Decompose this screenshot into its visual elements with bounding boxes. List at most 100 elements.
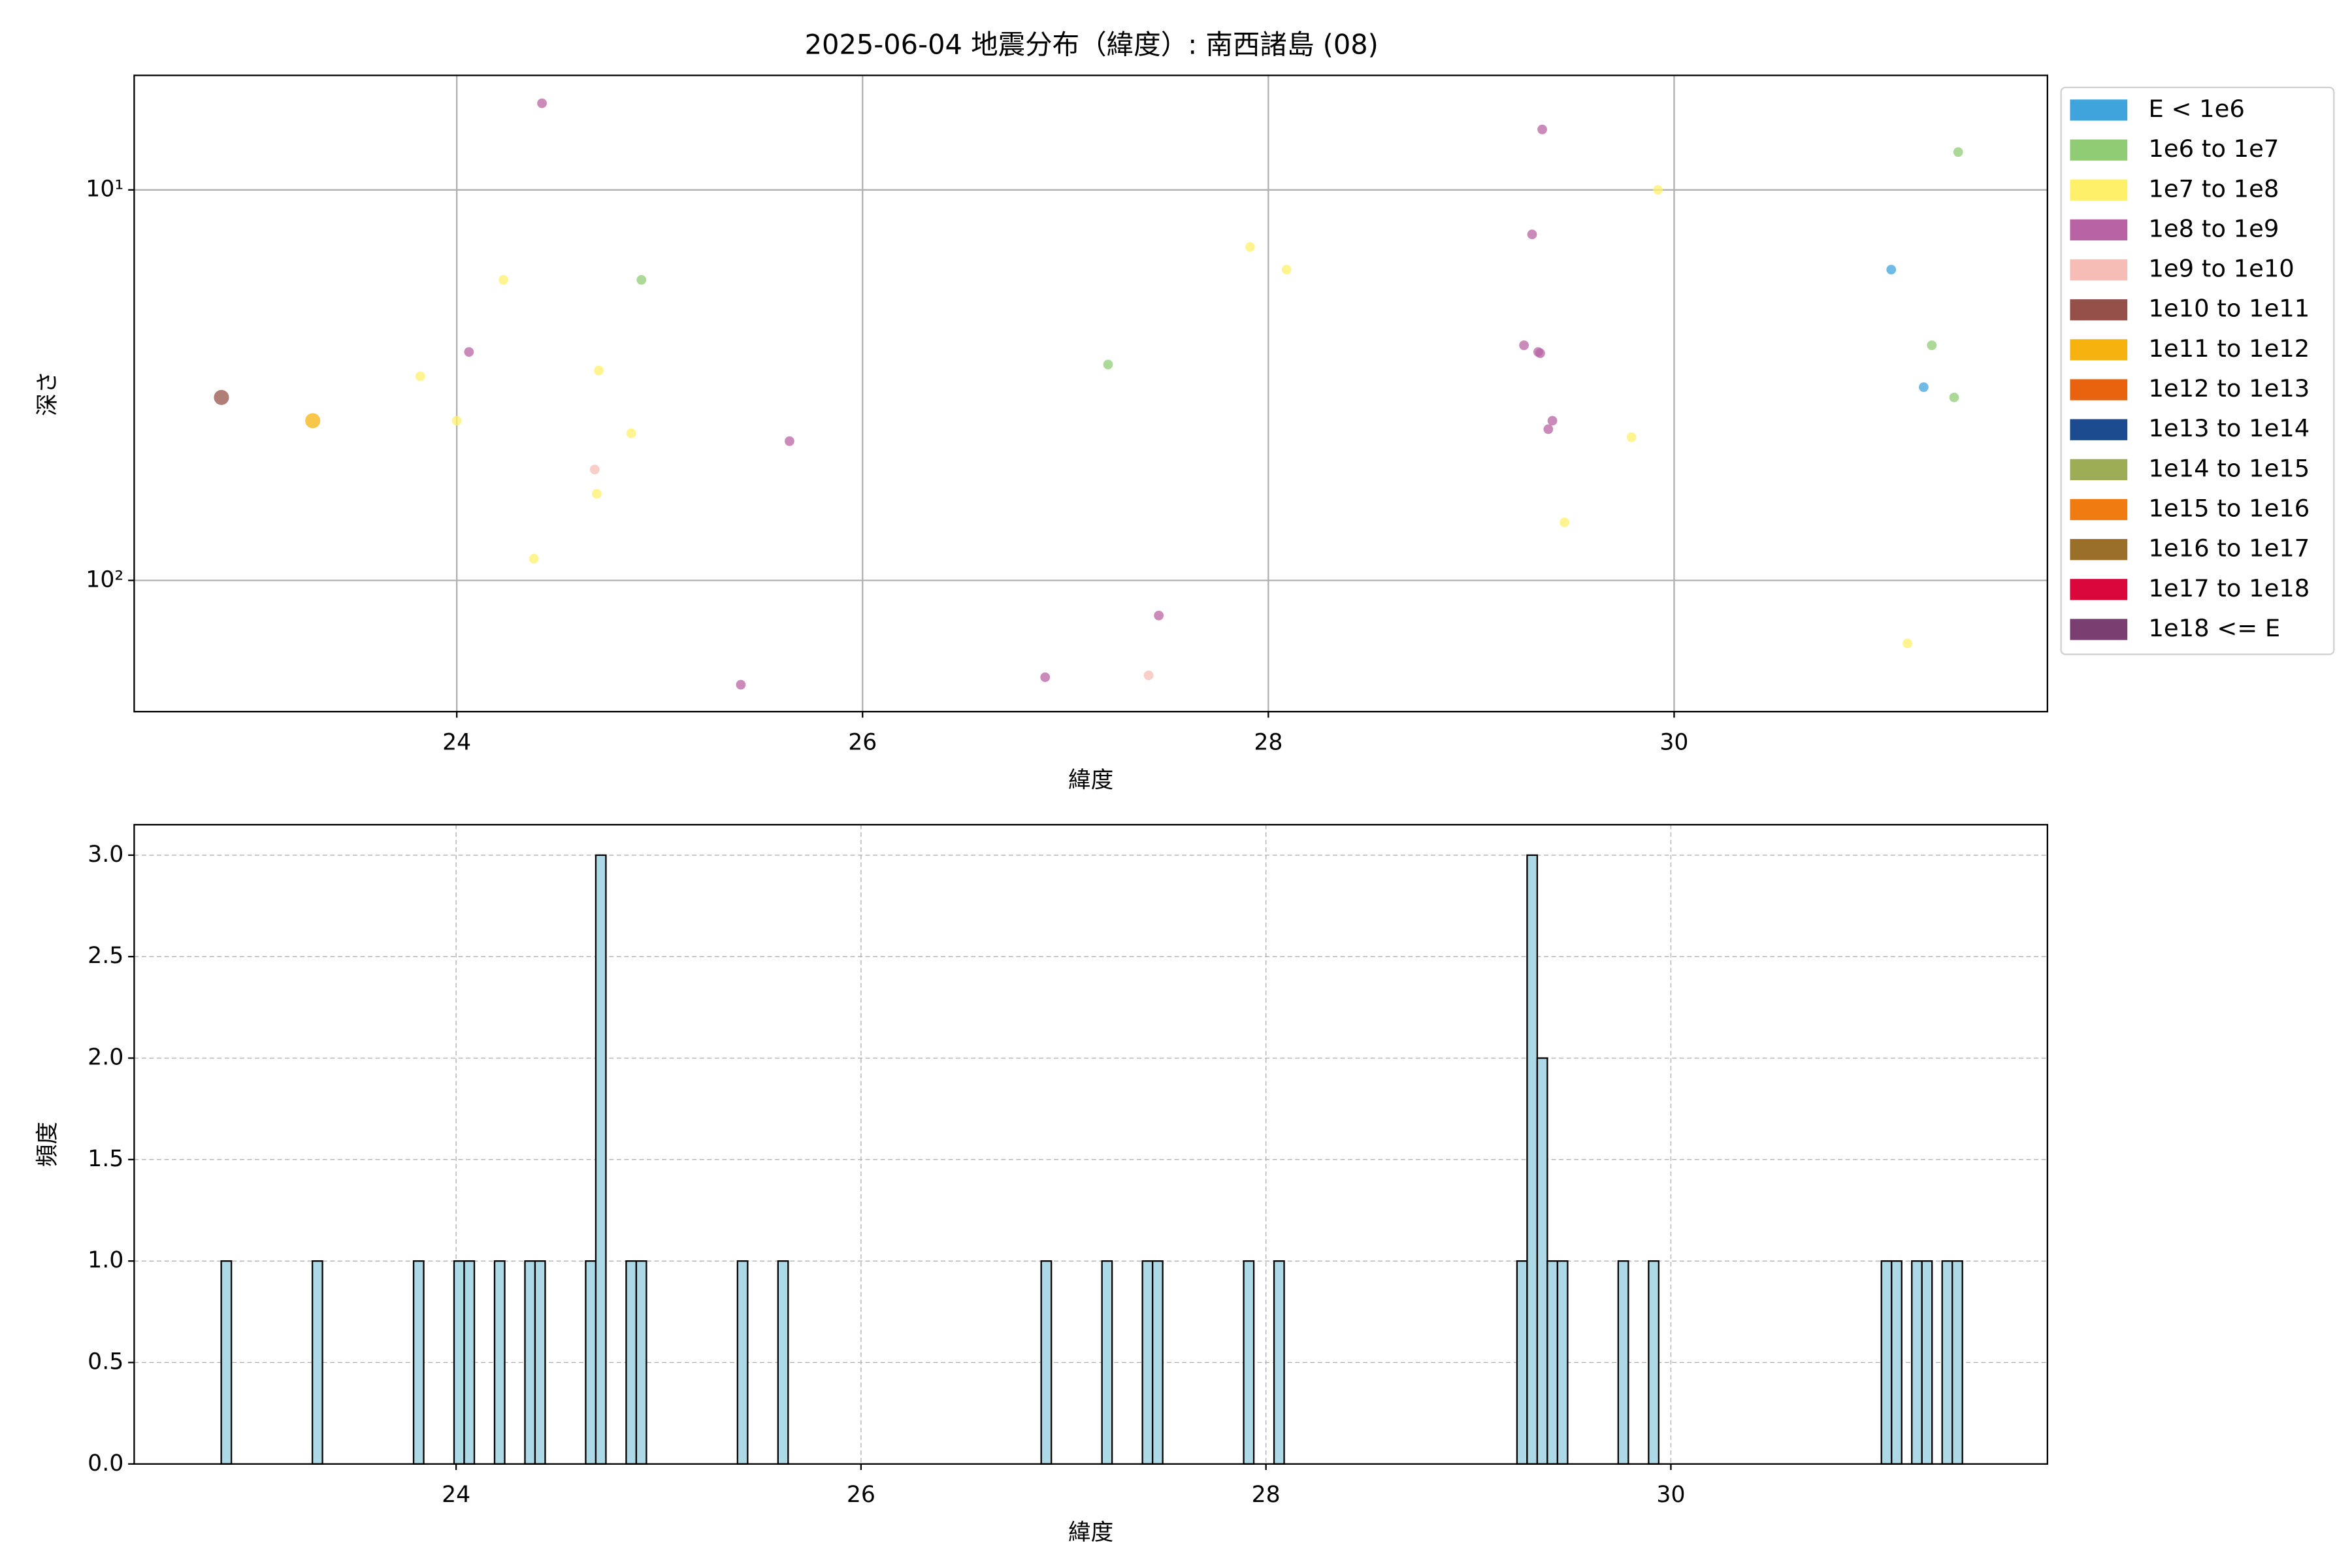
legend-swatch (2070, 259, 2128, 281)
legend-swatch (2070, 539, 2128, 561)
bar (1911, 1260, 1923, 1465)
point (1886, 265, 1897, 275)
y-tick-label: 2.5 (88, 943, 123, 969)
legend-label: 1e13 to 1e14 (2148, 414, 2310, 442)
legend-swatch (2070, 339, 2128, 361)
point (1537, 124, 1547, 135)
point (785, 436, 794, 446)
point (1281, 265, 1292, 275)
x-tick-label: 28 (1252, 1482, 1281, 1508)
legend-swatch (2070, 498, 2128, 521)
bar (1273, 1260, 1285, 1465)
legend-swatch (2070, 619, 2128, 640)
bar (1556, 1260, 1569, 1465)
point (592, 489, 602, 499)
bar (1526, 854, 1539, 1465)
y-tick-label: 10² (86, 566, 123, 593)
bar (595, 854, 607, 1465)
point (464, 347, 474, 357)
point (1103, 359, 1113, 370)
bar (463, 1260, 476, 1465)
point (1040, 672, 1051, 682)
bar (1617, 1260, 1629, 1465)
x-tick-label: 28 (1254, 730, 1282, 756)
point (589, 465, 600, 475)
point (1903, 638, 1912, 649)
legend-swatch (2070, 379, 2128, 400)
bar (493, 1260, 506, 1465)
plot-frame (133, 824, 2048, 1465)
point (451, 416, 462, 426)
point (537, 98, 547, 108)
point (1154, 610, 1164, 621)
legend-label: 1e17 to 1e18 (2148, 574, 2310, 602)
legend-box (2060, 86, 2335, 655)
legend-label: 1e10 to 1e11 (2148, 295, 2310, 323)
point (1919, 382, 1929, 392)
y-axis-label: 頻度 (35, 1122, 61, 1167)
bar (625, 1260, 638, 1465)
point (1535, 348, 1545, 359)
point (1245, 242, 1255, 252)
point (1949, 392, 1959, 402)
point (305, 413, 321, 429)
legend-label: 1e8 to 1e9 (2148, 214, 2279, 242)
y-tick-label: 0.5 (88, 1348, 123, 1375)
y-tick-label: 1.5 (88, 1146, 123, 1172)
bar (1941, 1260, 1953, 1465)
legend-swatch (2070, 459, 2128, 480)
legend-swatch (2070, 99, 2128, 121)
bar (1921, 1260, 1933, 1465)
point (626, 428, 636, 438)
bar (524, 1260, 536, 1465)
bar (311, 1260, 323, 1465)
y-tick-label: 2.0 (88, 1045, 123, 1071)
chart-title: 2025-06-04 地震分布（緯度）: 南西諸島 (08) (805, 29, 1379, 61)
legend-label: 1e18 <= E (2148, 614, 2280, 642)
bar (1648, 1260, 1660, 1465)
x-tick-label: 24 (442, 730, 471, 756)
point (415, 371, 425, 382)
point (529, 553, 539, 564)
point (736, 679, 746, 690)
x-tick-label: 26 (847, 1482, 875, 1508)
bar (1880, 1260, 1893, 1465)
x-axis-label: 緯度 (1068, 767, 1113, 793)
legend-label: 1e6 to 1e7 (2148, 135, 2279, 163)
legend-label: 1e9 to 1e10 (2148, 255, 2294, 283)
bar (585, 1260, 597, 1465)
x-tick-label: 30 (1659, 730, 1688, 756)
legend-swatch (2070, 139, 2128, 161)
point (1143, 670, 1154, 681)
legend-swatch (2070, 419, 2128, 440)
point (498, 275, 508, 285)
point (1953, 147, 1963, 157)
legend-label: 1e15 to 1e16 (2148, 495, 2310, 523)
bar (1243, 1260, 1255, 1465)
bar (1141, 1260, 1154, 1465)
bar (534, 1260, 546, 1465)
point (1927, 340, 1937, 350)
point (1547, 416, 1558, 426)
x-tick-label: 26 (848, 730, 877, 756)
legend-label: 1e14 to 1e15 (2148, 454, 2310, 482)
plot-frame (133, 74, 2048, 713)
point (1543, 424, 1554, 434)
point (594, 365, 604, 376)
bar (1040, 1260, 1053, 1465)
x-axis-label: 緯度 (1068, 1520, 1113, 1546)
legend-label: 1e16 to 1e17 (2148, 534, 2310, 563)
bar (1101, 1260, 1113, 1465)
bar (412, 1260, 425, 1465)
bar (1546, 1260, 1559, 1465)
y-tick-label: 10¹ (86, 176, 123, 203)
x-tick-label: 24 (442, 1482, 470, 1508)
point (1527, 229, 1537, 240)
bar (635, 1260, 647, 1465)
bar (1516, 1260, 1528, 1465)
bar (736, 1260, 749, 1465)
x-tick-label: 30 (1656, 1482, 1685, 1508)
bar (1536, 1057, 1548, 1465)
